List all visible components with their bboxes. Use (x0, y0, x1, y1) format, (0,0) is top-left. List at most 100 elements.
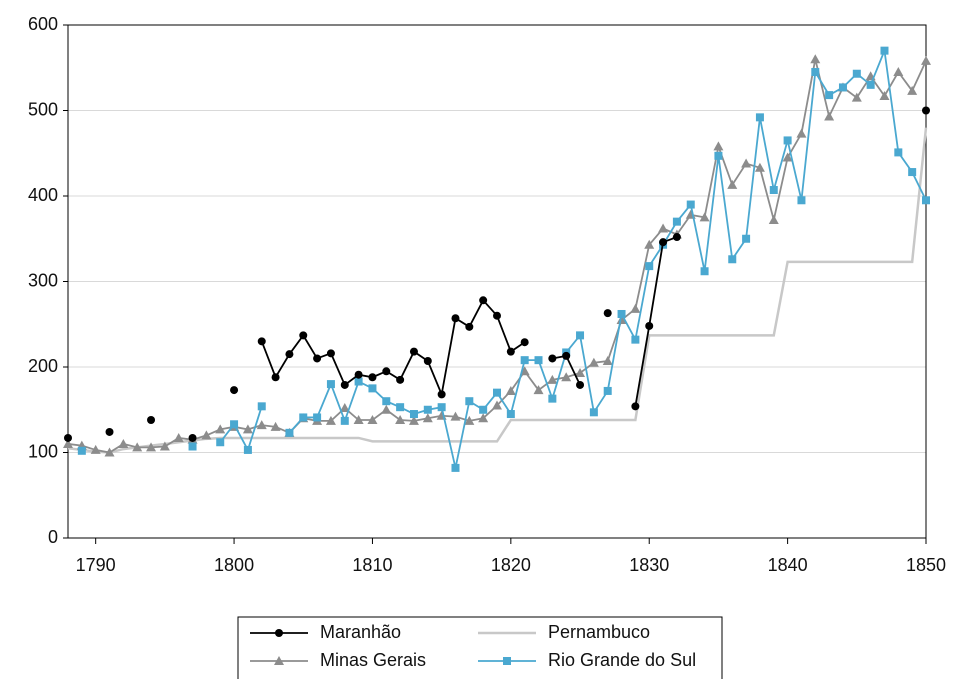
x-tick-label: 1800 (214, 555, 254, 575)
marker (395, 415, 406, 425)
marker (479, 405, 488, 414)
marker (782, 152, 793, 162)
marker (576, 331, 585, 340)
legend-frame (237, 616, 723, 679)
marker (396, 403, 405, 412)
marker (645, 262, 654, 271)
plot-frame (67, 24, 927, 539)
y-tick-label: 400 (28, 185, 58, 205)
marker (188, 433, 197, 442)
marker (339, 403, 350, 413)
marker (215, 424, 226, 434)
marker (382, 367, 391, 376)
marker (408, 415, 419, 425)
marker (852, 69, 861, 78)
marker (907, 85, 918, 95)
marker (838, 83, 847, 92)
marker (866, 80, 875, 89)
marker (506, 410, 515, 419)
marker (340, 416, 349, 425)
marker (257, 337, 266, 346)
marker (879, 90, 890, 100)
marker (325, 415, 336, 425)
marker (437, 403, 446, 412)
marker (658, 223, 669, 233)
marker (922, 196, 930, 205)
x-tick-label: 1830 (629, 555, 669, 575)
marker (811, 68, 820, 77)
marker (77, 446, 86, 455)
marker (201, 430, 212, 440)
marker (506, 347, 515, 356)
marker (340, 380, 349, 389)
marker (105, 427, 114, 436)
marker (64, 433, 72, 442)
marker (810, 54, 821, 64)
marker (216, 438, 225, 447)
marker (104, 447, 115, 457)
marker (270, 421, 281, 431)
marker (631, 402, 640, 411)
marker (450, 411, 461, 421)
marker (548, 354, 557, 363)
y-tick-label: 600 (28, 14, 58, 34)
marker (894, 148, 903, 157)
marker (326, 349, 335, 358)
y-tick-label: 300 (28, 270, 58, 290)
marker (381, 404, 392, 414)
marker (576, 380, 585, 389)
marker (672, 233, 681, 242)
marker (409, 410, 418, 419)
marker (713, 141, 724, 151)
y-tick-label: 500 (28, 99, 58, 119)
legend-label: Rio Grande do Sul (548, 650, 696, 670)
legend: Maranhão Minas Gerais Pernambuco Rio Grande… (237, 616, 723, 679)
marker (503, 657, 511, 665)
marker (465, 397, 474, 406)
marker (728, 255, 737, 264)
marker (299, 331, 308, 340)
marker (368, 384, 377, 393)
marker (562, 351, 571, 360)
marker (493, 388, 501, 397)
marker (742, 234, 751, 243)
marker (797, 196, 806, 205)
marker (396, 375, 405, 384)
marker (146, 442, 157, 452)
marker (768, 214, 779, 224)
legend-label: Minas Gerais (320, 650, 426, 670)
marker (796, 128, 807, 138)
marker (727, 179, 738, 189)
marker (464, 415, 475, 425)
marker (602, 356, 613, 366)
y-tick-label: 0 (48, 527, 58, 547)
marker (285, 428, 294, 437)
marker (147, 416, 156, 425)
marker (90, 444, 101, 454)
marker (437, 390, 446, 399)
marker (285, 350, 294, 359)
x-tick-label: 1810 (352, 555, 392, 575)
marker (921, 55, 931, 65)
marker (242, 424, 253, 434)
marker (824, 111, 835, 121)
marker (368, 373, 377, 382)
marker (479, 296, 488, 305)
marker (275, 629, 283, 637)
marker (520, 356, 529, 365)
marker (354, 370, 363, 379)
marker (603, 309, 612, 318)
legend-label: Pernambuco (548, 622, 650, 642)
marker (630, 303, 641, 313)
marker (274, 656, 284, 665)
marker (173, 432, 184, 442)
marker (505, 385, 516, 395)
series-line (219, 47, 927, 469)
marker (631, 335, 640, 344)
marker (409, 347, 418, 356)
marker (922, 106, 930, 115)
marker (326, 380, 335, 389)
marker (893, 67, 904, 77)
marker (493, 311, 501, 320)
marker (382, 397, 391, 406)
